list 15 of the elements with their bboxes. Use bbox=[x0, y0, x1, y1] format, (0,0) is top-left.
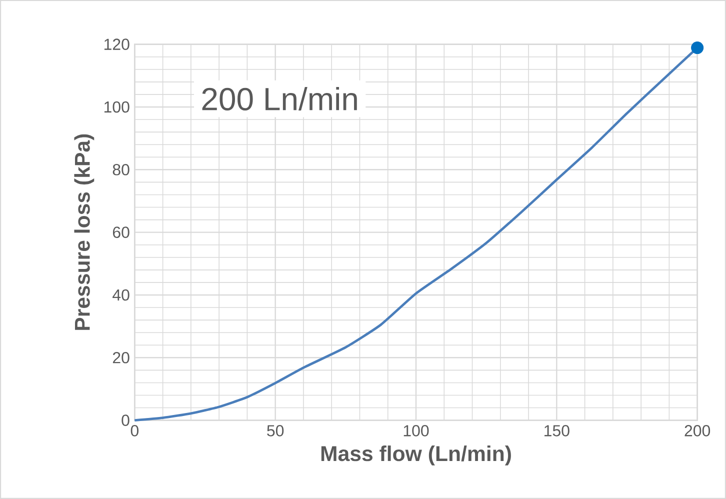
y-tick-label: 40 bbox=[112, 289, 130, 301]
x-tick-label: 0 bbox=[130, 425, 139, 436]
x-tick-label: 50 bbox=[267, 425, 284, 436]
y-tick-label: 0 bbox=[122, 414, 130, 426]
x-tick-label: 150 bbox=[544, 425, 570, 436]
y-tick-label: 100 bbox=[104, 101, 130, 113]
annotation: 200 Ln/min bbox=[202, 86, 357, 110]
y-tick-label: 20 bbox=[112, 352, 130, 364]
y-tick-label: 80 bbox=[112, 164, 130, 176]
x-tick-label: 100 bbox=[404, 425, 429, 436]
x-tick-label: 200 bbox=[684, 425, 710, 436]
y-tick-label: 60 bbox=[112, 226, 130, 238]
y-tick-label: 120 bbox=[104, 38, 130, 50]
y-axis-title: Pressure loss (kPa) bbox=[74, 134, 94, 330]
x-axis-title: Mass flow (Ln/min) bbox=[321, 446, 511, 466]
